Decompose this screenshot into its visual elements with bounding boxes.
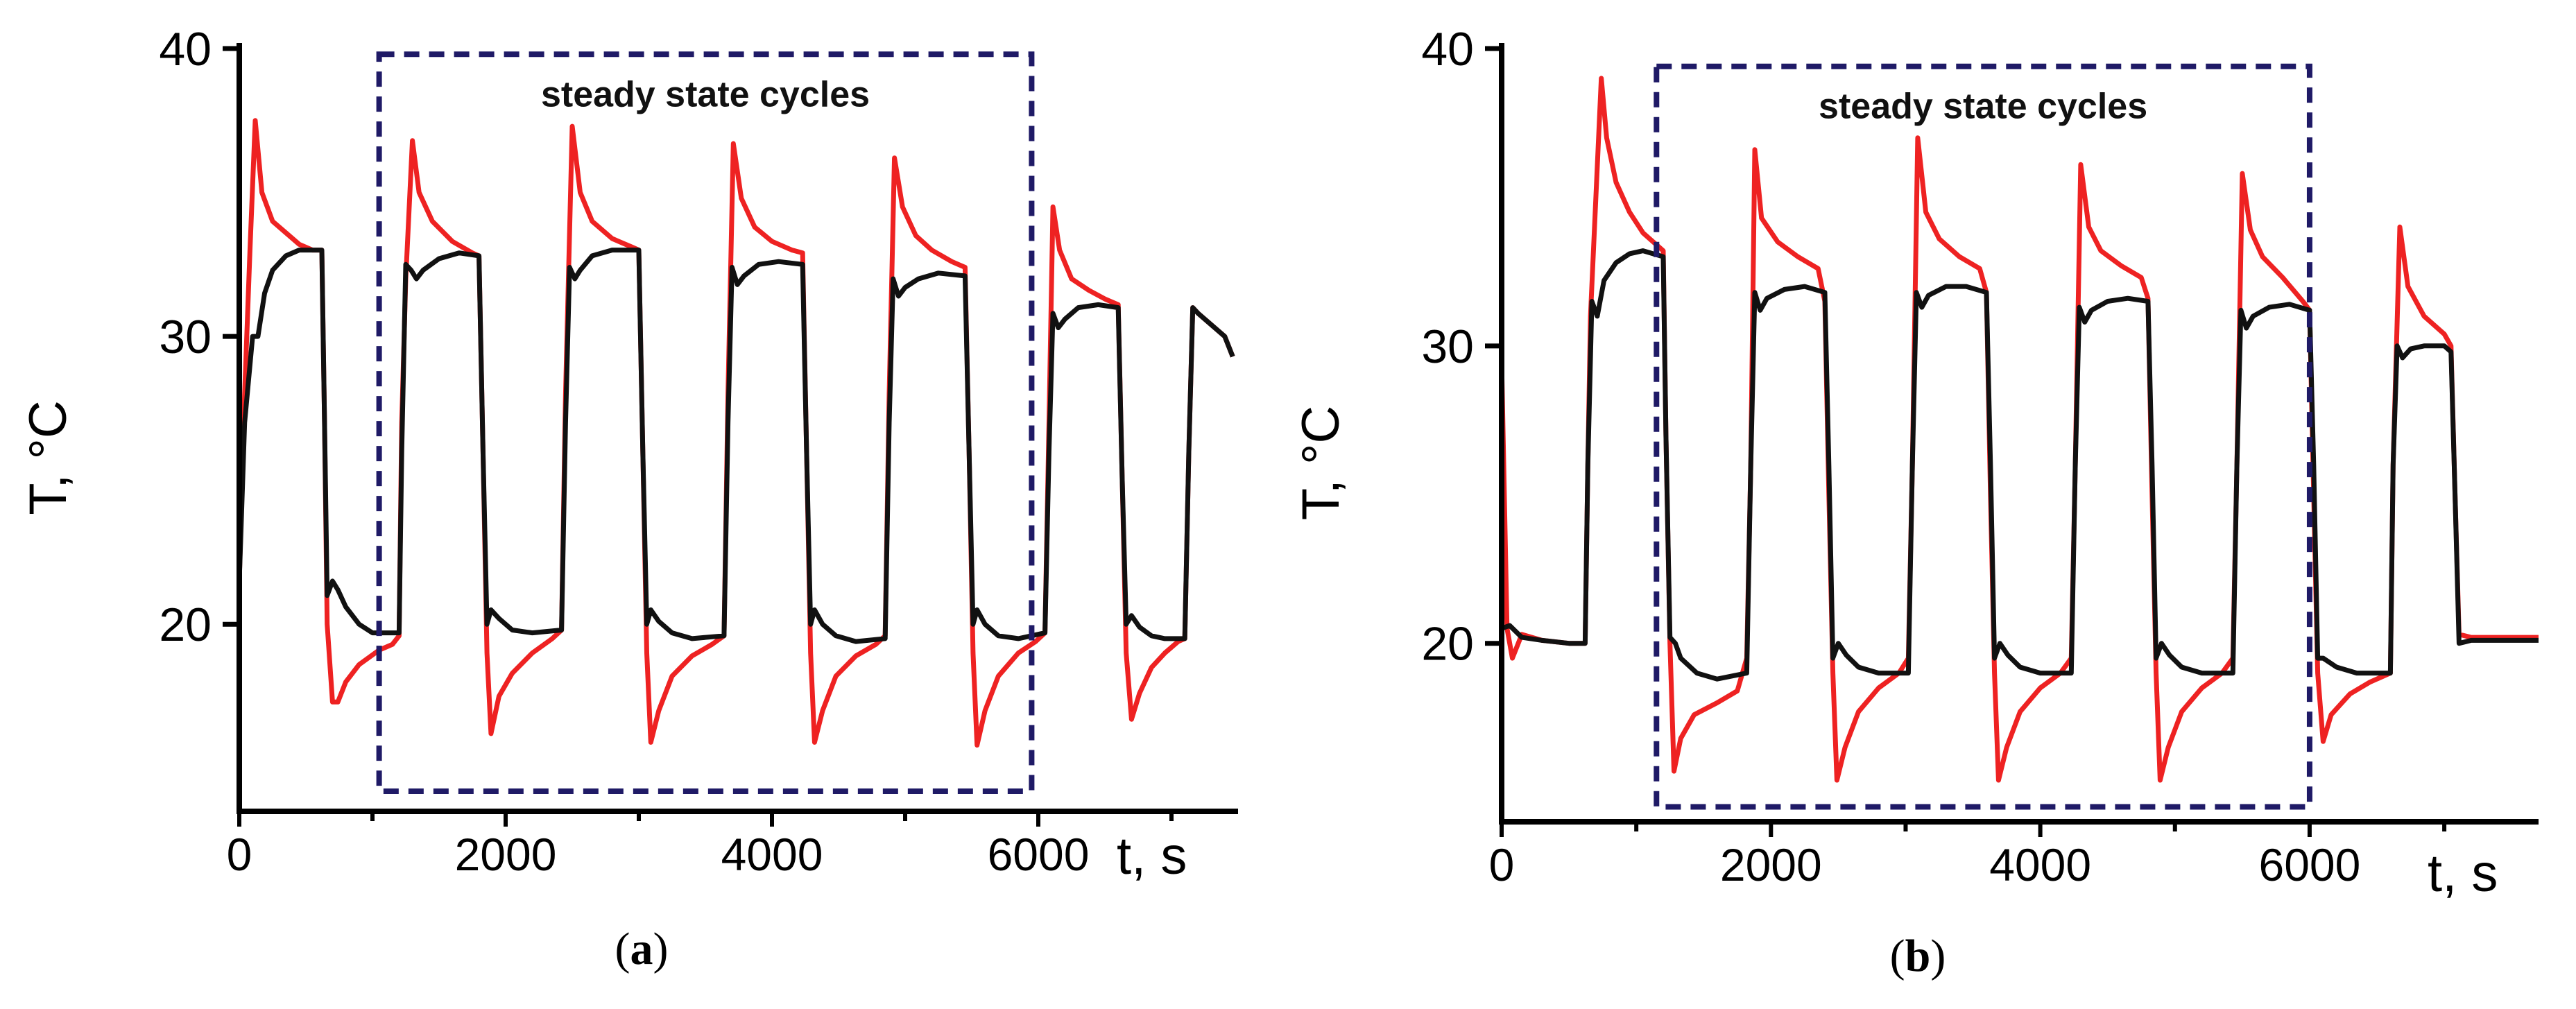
panel-b-y-tick-label: 20 <box>1421 618 1474 671</box>
panel-a-series <box>237 118 1235 748</box>
panel-b-y-tick-label: 40 <box>1421 23 1474 76</box>
panel-a-x-tick-label: 4000 <box>721 829 823 880</box>
panel-b-x-tick-label: 2000 <box>1720 839 1822 890</box>
panel-a-x-tick-label: 2000 <box>455 829 557 880</box>
panel-b: steady state cycles 20 30 40 0 2000 4000 6000… <box>1291 23 2539 981</box>
panel-b-caption-open: ( <box>1890 931 1905 981</box>
panel-b-x-tick-label: 4000 <box>1989 839 2091 890</box>
panel-a-y-axis-label: T, °C <box>19 400 78 515</box>
panel-b-x-tick-label: 6000 <box>2259 839 2361 890</box>
panel-a-x-axis-label: t, s <box>1117 827 1187 886</box>
panel-a-caption-close: ) <box>653 924 669 974</box>
panel-b-steady-state-box <box>1654 63 2312 810</box>
panel-b-x-axis-label: t, s <box>2428 844 2498 903</box>
panel-b-caption: (b) <box>1890 931 1946 981</box>
panel-b-series-black-line <box>1500 248 2539 682</box>
panel-b-x-ticks: 0 2000 4000 6000 <box>1489 822 2447 890</box>
panel-a-steady-state-box <box>376 51 1035 794</box>
panel-a-x-ticks: 0 2000 4000 6000 <box>227 811 1174 880</box>
panel-a-series-black-line <box>237 248 1235 644</box>
panel-b-y-tick-label: 30 <box>1421 320 1474 373</box>
panel-a-y-tick-label: 40 <box>159 23 212 76</box>
panel-a-caption-letter: a <box>630 924 653 974</box>
panel-a-x-tick-label: 0 <box>227 829 252 880</box>
panel-b-y-axis-label: T, °C <box>1291 406 1350 521</box>
panel-a-y-ticks: 20 30 40 <box>159 23 239 651</box>
panel-b-steady-state-label: steady state cycles <box>1819 87 2147 127</box>
panel-b-x-tick-label: 0 <box>1489 839 1515 890</box>
panel-a-caption-open: ( <box>615 924 630 974</box>
panel-a-x-tick-label: 6000 <box>988 829 1090 880</box>
panel-a-y-tick-label: 20 <box>159 598 212 651</box>
panel-a-caption: (a) <box>615 924 669 974</box>
panel-a-steady-state-label: steady state cycles <box>541 74 870 114</box>
panel-a: steady state cycles 20 30 40 0 2000 4000 6000… <box>19 23 1238 974</box>
panel-a-series-red-line <box>237 118 1235 748</box>
panel-b-caption-close: ) <box>1930 931 1946 981</box>
panel-a-y-tick-label: 30 <box>159 311 212 363</box>
panel-b-caption-letter: b <box>1905 931 1931 981</box>
panel-b-y-ticks: 20 30 40 <box>1421 23 1502 671</box>
